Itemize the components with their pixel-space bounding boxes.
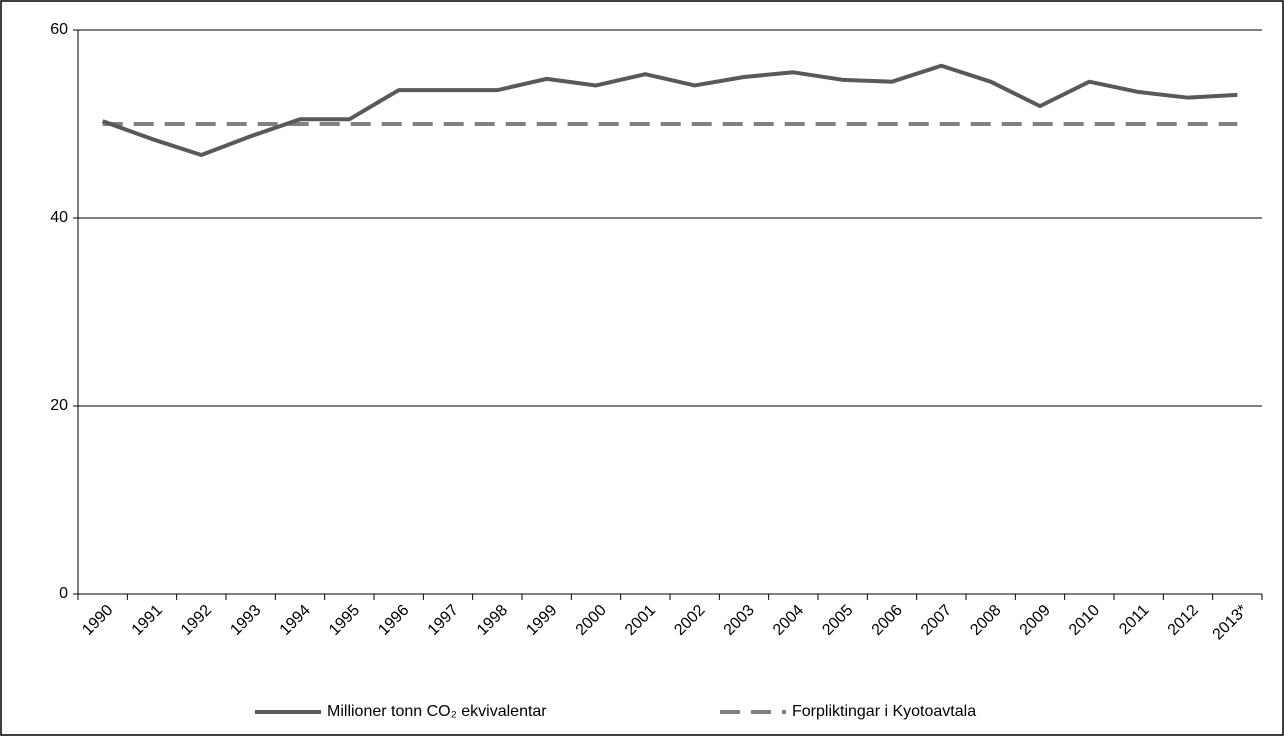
y-tick-label: 60 [50,21,68,38]
y-tick-label: 20 [50,397,68,414]
data-line [101,63,1238,158]
legend-label: Millioner tonn CO₂ ekvivalentar [327,703,547,720]
y-tick-label: 40 [50,209,68,226]
y-tick-label: 0 [59,585,68,602]
legend-label: Forpliktingar i Kyotoavtala [792,703,976,720]
